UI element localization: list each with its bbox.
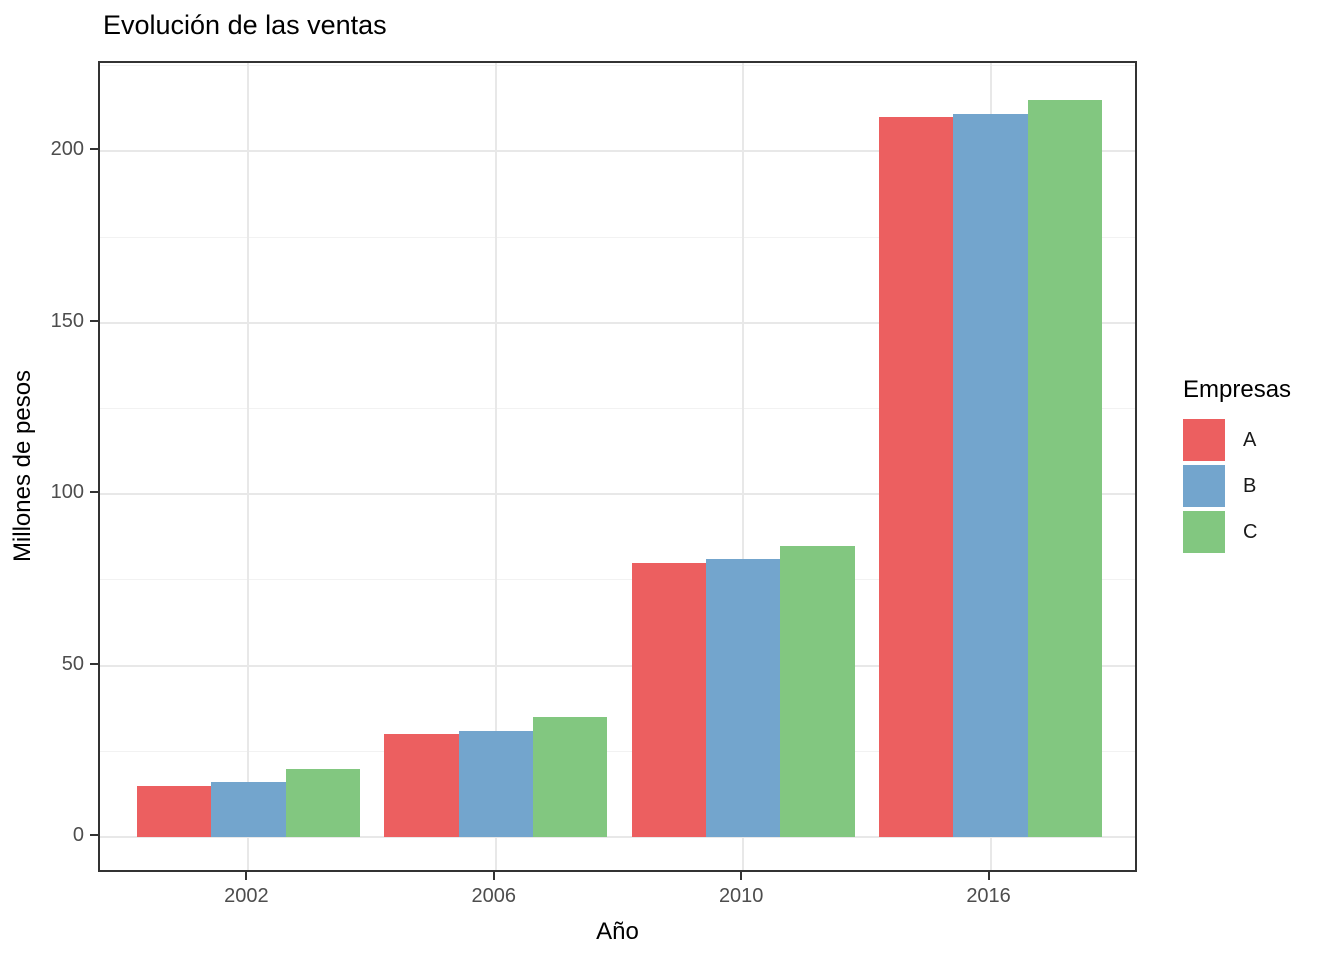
bar-A-2002 <box>137 785 212 838</box>
bar-C-2006 <box>532 717 608 838</box>
gridline-y-major <box>100 150 1135 153</box>
legend-label-C: C <box>1243 520 1258 543</box>
x-axis-title: Año <box>596 918 639 945</box>
bar-B-2006 <box>458 730 533 838</box>
y-tick-label: 0 <box>72 824 84 847</box>
gridline-y-major <box>100 493 1135 496</box>
y-tick-label: 100 <box>50 481 84 504</box>
y-tick-label: 150 <box>50 309 84 332</box>
bar-C-2016 <box>1027 99 1102 838</box>
bar-C-2010 <box>780 545 855 838</box>
gridline-y-minor <box>100 750 1135 752</box>
gridline-x-major <box>247 63 250 870</box>
gridline-y-minor <box>100 579 1135 581</box>
y-tick-mark <box>90 662 98 665</box>
gridline-y-major <box>100 664 1135 667</box>
legend-item-B: B <box>1183 465 1341 507</box>
y-axis-title-text: Millones de pesos <box>9 369 37 563</box>
x-tick-mark <box>245 872 248 880</box>
gridline-y-minor <box>100 236 1135 238</box>
gridline-y-major <box>100 321 1135 324</box>
y-tick-mark <box>90 834 98 837</box>
legend-swatch-A <box>1183 419 1225 461</box>
gridline-x-major <box>742 63 745 870</box>
y-tick-mark <box>90 491 98 494</box>
bar-A-2016 <box>879 117 954 838</box>
y-tick-label: 50 <box>61 652 84 675</box>
x-tick-label: 2002 <box>224 885 269 907</box>
x-tick-mark <box>987 872 990 880</box>
gridline-y-minor <box>100 407 1135 409</box>
legend-swatch-B <box>1183 465 1225 507</box>
x-tick-mark <box>492 872 495 880</box>
x-tick-mark <box>740 872 743 880</box>
gridline-y-minor <box>100 65 1135 67</box>
legend-label-A: A <box>1243 428 1257 451</box>
bar-C-2002 <box>285 768 360 838</box>
plot-panel <box>98 61 1137 872</box>
bar-B-2010 <box>706 559 781 838</box>
gridline-y-major <box>100 836 1135 839</box>
legend-swatch-C <box>1183 511 1225 553</box>
bar-B-2016 <box>953 113 1028 838</box>
chart-title: Evolución de las ventas <box>103 10 387 40</box>
gridline-x-major <box>494 63 497 870</box>
x-tick-label: 2006 <box>471 885 517 907</box>
legend-item-C: C <box>1183 511 1341 553</box>
x-tick-label: 2016 <box>966 885 1011 907</box>
y-tick-mark <box>90 319 98 322</box>
legend-label-B: B <box>1243 474 1257 497</box>
legend-title: Empresas <box>1183 376 1292 403</box>
legend-item-A: A <box>1183 419 1341 461</box>
bar-B-2002 <box>211 782 286 838</box>
y-tick-label: 200 <box>50 138 84 161</box>
x-tick-label: 2010 <box>718 885 764 907</box>
bar-A-2006 <box>384 734 459 838</box>
y-tick-mark <box>90 148 98 151</box>
bar-A-2010 <box>631 562 707 838</box>
